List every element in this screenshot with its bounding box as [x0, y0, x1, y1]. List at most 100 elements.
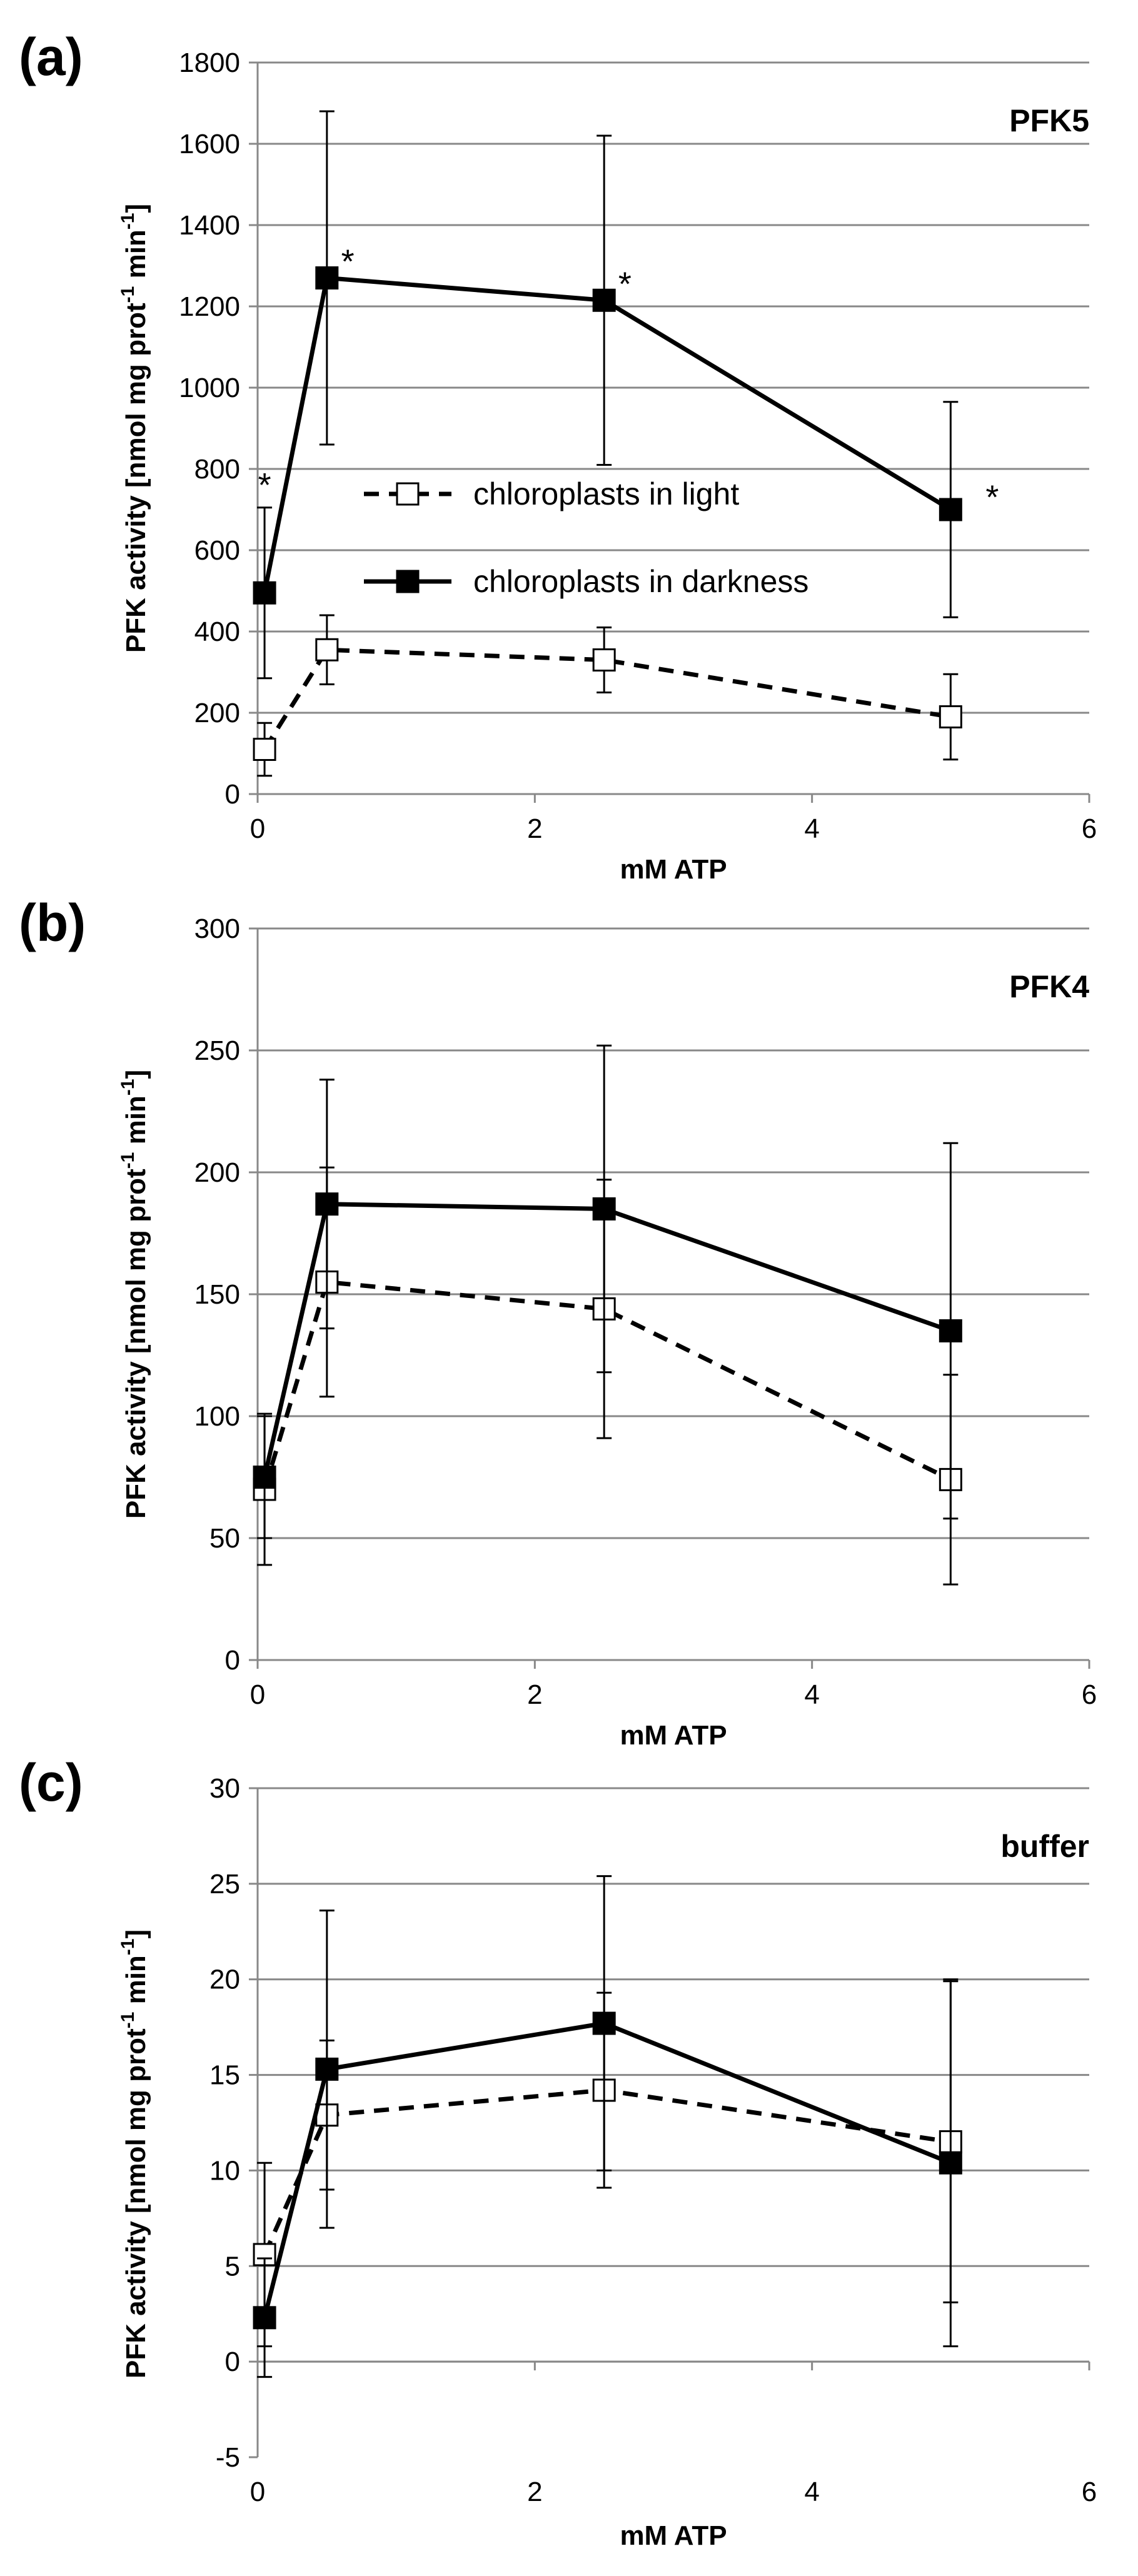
data-point-dark — [592, 1197, 616, 1220]
x-tick-label: 0 — [250, 1679, 265, 1710]
chart-panel-b: (b) 0 50 100 150 200 250 300 0 2 4 6 PFK4 mM ATP P… — [19, 893, 1097, 1751]
x-tick-label: 2 — [527, 1679, 542, 1710]
data-point-dark — [939, 2151, 962, 2175]
plot-series — [253, 1044, 962, 1586]
data-point-dark — [253, 1466, 276, 1489]
y-tick-label: 200 — [194, 698, 240, 728]
y-tick-label: 10 — [209, 2155, 240, 2186]
y-axis-label-superscript: -1 — [118, 1152, 138, 1169]
y-axis-label: PFK activity [nmol mg prot-1 min-1] — [118, 1929, 151, 2378]
y-axis-label: PFK activity [nmol mg prot-1 min-1] — [118, 1070, 151, 1519]
significance-marker: * — [341, 243, 355, 281]
legend-entry-dark: chloroplasts in darkness — [473, 564, 808, 599]
data-point-dark — [253, 581, 276, 605]
y-axis-label-part: PFK activity [nmol mg prot — [121, 303, 151, 653]
series-line-dark — [262, 2021, 952, 2318]
plot-series — [253, 1875, 962, 2378]
y-axis-label-part: min — [121, 1095, 151, 1152]
series-line-light — [262, 1280, 952, 1491]
series-line-light — [263, 647, 951, 751]
x-tick-label: 0 — [250, 813, 265, 844]
y-tick-label: 1400 — [179, 210, 240, 241]
y-tick-label: 30 — [209, 1773, 240, 1804]
x-tick-label: 2 — [527, 2477, 542, 2507]
series-line-dark — [262, 1202, 952, 1478]
y-tick-label: 150 — [194, 1279, 240, 1310]
y-tick-label: 20 — [209, 1965, 240, 1995]
y-axis-label-superscript: -1 — [118, 1939, 138, 1956]
data-point-dark — [592, 2011, 616, 2035]
y-axis-label-superscript: -1 — [118, 286, 138, 303]
y-tick-label: 1600 — [179, 129, 240, 159]
y-tick-label: 15 — [209, 2060, 240, 2091]
x-tick-label: 4 — [804, 813, 819, 844]
x-tick-label: 6 — [1082, 1679, 1097, 1710]
y-tick-label: -5 — [216, 2442, 240, 2473]
axes: 0 50 100 150 200 250 300 0 2 4 6 — [194, 913, 1097, 1710]
y-axis-label-part: ] — [121, 1070, 151, 1079]
axes: -5 0 5 10 15 20 25 30 0 2 4 6 — [209, 1773, 1097, 2507]
data-point-dark — [315, 2057, 339, 2081]
x-tick-label: 6 — [1082, 813, 1097, 844]
legend-marker-light — [396, 482, 420, 506]
legend: chloroplasts in light chloroplasts in da… — [364, 476, 808, 599]
data-point-dark — [939, 498, 962, 521]
chart-title: PFK4 — [1009, 969, 1089, 1004]
y-tick-label: 100 — [194, 1401, 240, 1432]
y-tick-label: 0 — [225, 779, 240, 810]
data-point-dark — [315, 1192, 339, 1216]
legend-entry-light: chloroplasts in light — [473, 476, 739, 511]
data-point-light — [592, 648, 616, 672]
x-tick-label: 4 — [804, 1679, 819, 1710]
y-axis-label: PFK activity [nmol mg prot-1 min-1] — [118, 204, 151, 653]
x-tick-label: 2 — [527, 813, 542, 844]
legend-marker-dark — [396, 570, 420, 593]
x-axis-label: mM ATP — [620, 1720, 727, 1751]
y-tick-label: 300 — [194, 913, 240, 944]
data-point-dark — [939, 1319, 962, 1342]
x-tick-label: 0 — [250, 2477, 265, 2507]
y-tick-label: 0 — [225, 2347, 240, 2377]
series-line-dark — [262, 276, 952, 593]
y-axis-label-superscript: -1 — [118, 1079, 138, 1096]
x-axis-label: mM ATP — [620, 854, 727, 885]
y-tick-label: 600 — [194, 535, 240, 566]
y-axis-label-part: min — [121, 229, 151, 286]
y-tick-label: 25 — [209, 1869, 240, 1899]
significance-marker: * — [258, 466, 271, 504]
axes: 0 200 400 600 800 1000 1200 1400 1600 1800 0 2 4 6 — [179, 48, 1097, 844]
y-tick-label: 400 — [194, 616, 240, 647]
y-tick-label: 200 — [194, 1157, 240, 1188]
y-axis-label-superscript: -1 — [118, 2012, 138, 2029]
significance-marker: * — [985, 479, 999, 516]
y-axis-label-part: ] — [121, 1929, 151, 1939]
y-tick-label: 800 — [194, 454, 240, 485]
y-tick-label: 50 — [209, 1523, 240, 1554]
plot-series: * * * * — [253, 110, 999, 777]
data-point-dark — [592, 288, 616, 312]
y-tick-label: 1000 — [179, 373, 240, 403]
y-tick-label: 0 — [225, 1645, 240, 1676]
y-axis-label-part: min — [121, 1955, 151, 2011]
y-tick-label: 1200 — [179, 291, 240, 322]
panel-label: (b) — [19, 893, 86, 952]
data-point-light — [253, 738, 276, 761]
y-tick-label: 250 — [194, 1035, 240, 1066]
x-axis-label: mM ATP — [620, 2520, 727, 2551]
chart-title: PFK5 — [1009, 103, 1089, 138]
x-tick-label: 6 — [1082, 2477, 1097, 2507]
significance-marker: * — [618, 265, 632, 303]
y-tick-label: 1800 — [179, 48, 240, 78]
y-axis-label-part: PFK activity [nmol mg prot — [121, 1169, 151, 1519]
x-tick-label: 4 — [804, 2477, 819, 2507]
y-tick-label: 5 — [225, 2251, 240, 2282]
y-axis-label-part: ] — [121, 204, 151, 213]
data-point-dark — [253, 2306, 276, 2330]
chart-panel-a: (a) 0 200 400 600 800 1000 1200 1400 1600 1800 0 2 4… — [19, 28, 1097, 885]
data-point-light — [253, 2243, 276, 2267]
y-axis-label-superscript: -1 — [118, 213, 138, 230]
data-point-light — [939, 705, 962, 728]
panel-label: (a) — [19, 28, 83, 86]
